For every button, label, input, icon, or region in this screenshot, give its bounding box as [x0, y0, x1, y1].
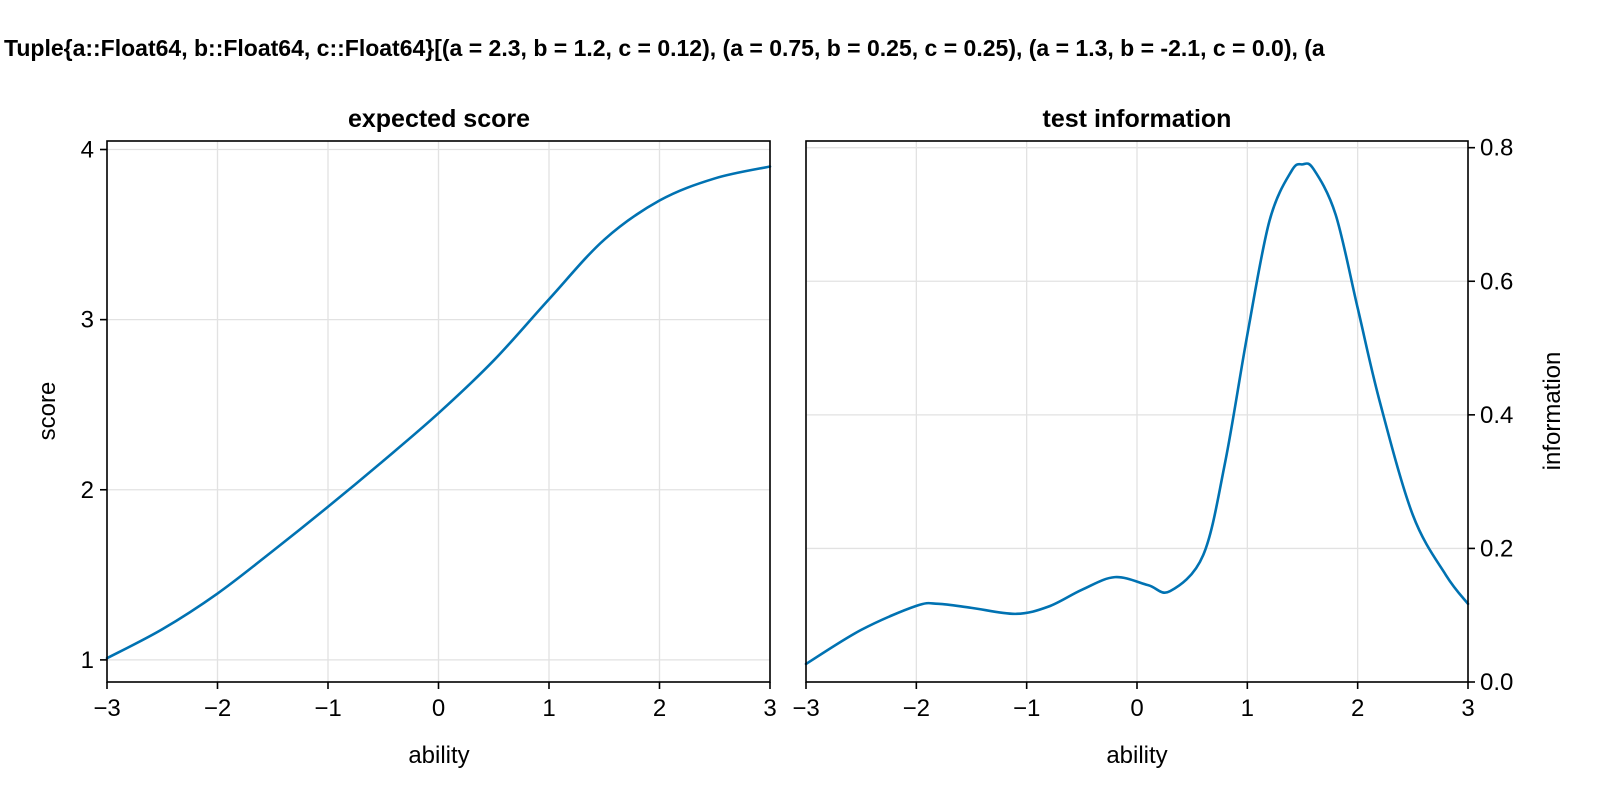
x-tick-label: −3: [93, 695, 120, 722]
x-tick-label: 2: [1351, 695, 1364, 722]
y-tick-label: 0.6: [1480, 268, 1513, 295]
y-tick-label: 3: [81, 307, 94, 334]
figure-suptitle: Tuple{a::Float64, b::Float64, c::Float64…: [4, 35, 1325, 61]
series-line: [804, 162, 1470, 666]
grid: [805, 141, 1469, 683]
y-axis-label: score: [34, 382, 61, 441]
y-axis-label: information: [1539, 352, 1566, 471]
x-tick-label: 1: [1241, 695, 1254, 722]
x-tick-label: 1: [542, 695, 555, 722]
x-tick-label: −1: [314, 695, 341, 722]
y-tick-label: 4: [81, 137, 94, 164]
x-axis-label: ability: [408, 742, 469, 769]
y-tick-label: 0.4: [1480, 402, 1513, 429]
test-information-chart: test information ability information −3 −…: [792, 105, 1566, 769]
x-tick-label: −2: [903, 695, 930, 722]
y-tick-label: 0.0: [1480, 669, 1513, 696]
x-tick-label: 2: [653, 695, 666, 722]
x-tick-label: 3: [1461, 695, 1474, 722]
expected-score-chart: expected score ability score −3 −2 −1 0 1 2 3 1…: [34, 105, 777, 769]
x-tick-label: 0: [1130, 695, 1143, 722]
y-tick-label: 2: [81, 477, 94, 504]
x-axis-label: ability: [1106, 742, 1167, 769]
y-tick-label: 0.8: [1480, 135, 1513, 162]
x-tick-label: −2: [204, 695, 231, 722]
x-tick-label: 3: [763, 695, 776, 722]
chart-title: expected score: [348, 105, 530, 133]
y-tick-label: 0.2: [1480, 535, 1513, 562]
x-tick-label: −3: [792, 695, 819, 722]
x-tick-label: 0: [432, 695, 445, 722]
series-line: [105, 165, 772, 660]
y-tick-label: 1: [81, 647, 94, 674]
x-tick-label: −1: [1013, 695, 1040, 722]
chart-title: test information: [1043, 105, 1232, 133]
